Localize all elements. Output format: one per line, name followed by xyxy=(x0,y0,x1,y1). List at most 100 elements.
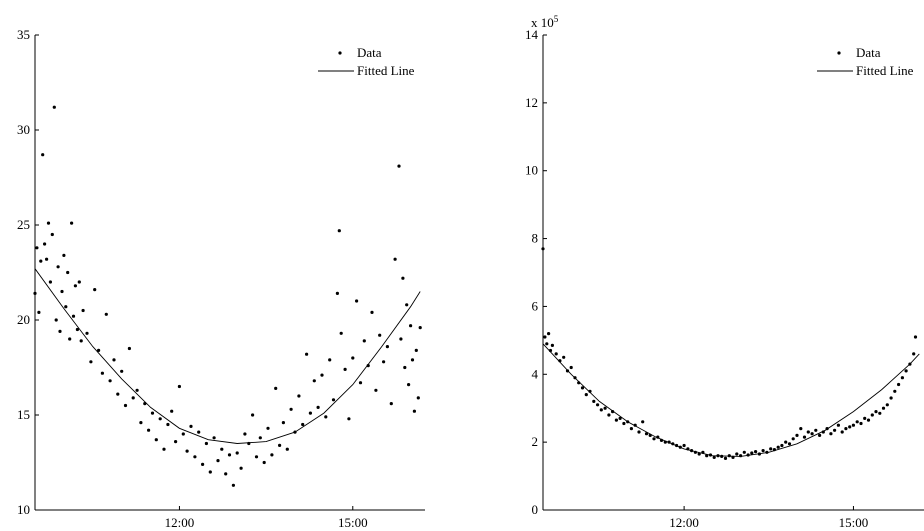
chart-right: 0 2 4 6 8 10 12 14 12:00 15:00 x 105 Data Fitted Lin… xyxy=(525,14,924,530)
data-point xyxy=(378,333,382,337)
data-point xyxy=(580,386,585,390)
data-point xyxy=(343,367,347,371)
data-point xyxy=(123,403,128,408)
y-tick-label: 20 xyxy=(17,312,30,327)
data-point xyxy=(37,310,41,314)
data-point xyxy=(543,335,547,339)
data-point xyxy=(806,430,810,434)
data-point xyxy=(127,346,131,351)
data-point xyxy=(409,324,413,328)
data-point xyxy=(618,416,622,420)
data-point xyxy=(859,421,863,426)
data-point xyxy=(262,460,266,465)
data-point xyxy=(913,335,918,339)
data-point xyxy=(285,447,289,451)
data-point xyxy=(337,229,341,233)
data-point xyxy=(399,337,403,341)
data-point xyxy=(851,423,856,427)
data-point xyxy=(829,432,833,436)
data-point xyxy=(403,365,407,370)
data-point xyxy=(416,396,420,400)
data-point xyxy=(382,360,386,364)
data-point xyxy=(545,342,549,346)
data-point xyxy=(374,388,378,392)
data-point xyxy=(874,410,878,414)
y-tick-label: 4 xyxy=(532,366,539,381)
data-point xyxy=(641,420,645,424)
data-point xyxy=(742,450,746,454)
y-tick-label: 10 xyxy=(525,163,538,178)
data-point xyxy=(79,339,83,343)
data-point xyxy=(897,382,901,387)
data-point xyxy=(848,425,852,429)
data-point xyxy=(193,455,197,459)
data-point xyxy=(629,427,634,431)
data-point xyxy=(358,381,363,385)
data-point xyxy=(150,411,155,415)
data-point xyxy=(320,373,324,377)
fitted-line xyxy=(542,343,920,457)
data-point xyxy=(401,276,405,280)
data-point xyxy=(370,310,374,314)
y-tick-label: 6 xyxy=(532,298,539,313)
data-point xyxy=(45,257,49,261)
data-point xyxy=(52,105,56,109)
x-tick-label: 12:00 xyxy=(165,515,195,530)
data-point xyxy=(308,411,312,415)
data-point xyxy=(603,406,607,410)
data-point xyxy=(414,348,418,352)
data-point xyxy=(904,369,908,373)
data-point xyxy=(866,418,871,422)
data-point xyxy=(362,339,366,343)
y-tick-label: 35 xyxy=(17,27,30,42)
y-tick-label: 8 xyxy=(532,231,539,246)
data-point xyxy=(607,413,611,417)
y-tick-label: 14 xyxy=(525,27,539,42)
data-point xyxy=(70,221,74,225)
data-point xyxy=(863,416,867,420)
data-point xyxy=(550,343,555,347)
data-point xyxy=(818,433,822,437)
data-point xyxy=(224,472,228,476)
data-point xyxy=(289,407,293,411)
data-point xyxy=(405,303,409,307)
data-point xyxy=(554,352,558,356)
data-point xyxy=(85,331,89,335)
data-point xyxy=(60,289,64,294)
data-point xyxy=(77,280,81,284)
data-point xyxy=(93,288,97,292)
data-point xyxy=(166,422,170,427)
data-point xyxy=(810,432,814,436)
data-point xyxy=(58,329,62,333)
data-point xyxy=(227,453,232,457)
data-point xyxy=(33,291,37,295)
data-point xyxy=(73,284,77,288)
data-point xyxy=(900,376,905,380)
data-point xyxy=(802,435,807,439)
x-tick-label: 15:00 xyxy=(839,515,869,530)
data-point xyxy=(108,379,112,383)
data-point xyxy=(592,399,596,403)
data-point xyxy=(112,358,116,362)
data-point xyxy=(100,371,104,375)
data-point xyxy=(147,428,151,432)
data-point xyxy=(104,312,108,316)
data-point xyxy=(181,432,185,436)
data-point xyxy=(912,352,916,356)
data-point xyxy=(54,318,58,322)
data-point xyxy=(270,453,274,457)
x-tick-label: 12:00 xyxy=(669,515,699,530)
data-point xyxy=(89,360,93,364)
data-point xyxy=(278,443,282,447)
data-point xyxy=(397,164,401,168)
data-point xyxy=(836,423,841,427)
legend-data-marker xyxy=(338,51,342,55)
data-point xyxy=(410,358,415,362)
data-point xyxy=(412,409,416,413)
data-point xyxy=(62,253,66,257)
data-point xyxy=(799,427,803,431)
data-point xyxy=(43,242,47,246)
y-tick-label: 15 xyxy=(17,407,30,422)
data-point xyxy=(316,405,320,409)
data-point xyxy=(355,299,359,303)
